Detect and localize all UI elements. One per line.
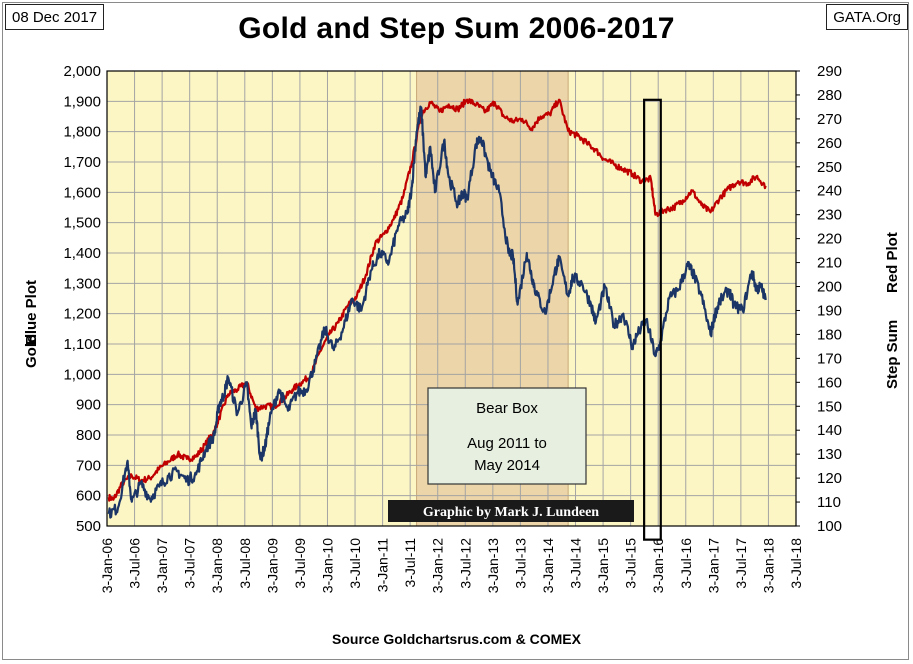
y-right-tick-label: 150: [817, 398, 842, 415]
x-tick-label: 3-Jul-18: [788, 538, 804, 589]
y-right-tick-label: 270: [817, 111, 842, 128]
highlight-box: [643, 98, 662, 541]
plot-border: [106, 70, 797, 527]
y-right-tick-label: 250: [817, 159, 842, 176]
x-tick-label: 3-Jan-13: [485, 538, 501, 593]
y-left-tick-label: 1,300: [63, 275, 101, 292]
x-tick-label: 3-Jan-14: [540, 538, 556, 593]
x-tick-label: 3-Jan-12: [430, 538, 446, 593]
y-left-tick-label: 1,100: [63, 336, 101, 353]
y-left-tick-label: 1,600: [63, 184, 101, 201]
y-right-tick-label: 170: [817, 350, 842, 367]
y-left-tick-label: 1,900: [63, 93, 101, 110]
x-tick-label: 3-Jul-11: [402, 538, 418, 588]
x-tick-label: 3-Jan-16: [650, 538, 666, 593]
y-right-tick-label: 130: [817, 446, 842, 463]
y-left-tick-label: 1,700: [63, 154, 101, 171]
x-tick-label: 3-Jan-10: [319, 538, 335, 593]
y-right-tick-label: 180: [817, 326, 842, 343]
y-right-tick-label: 260: [817, 135, 842, 152]
y-right-tick-label: 210: [817, 255, 842, 272]
y-right-tick-label: 200: [817, 279, 842, 296]
x-tick-label: 3-Jan-11: [375, 538, 391, 592]
x-tick-label: 3-Jul-10: [347, 538, 363, 589]
y-right-tick-label: 190: [817, 302, 842, 319]
y-left-tick-label: 1,000: [63, 366, 101, 383]
y-left-tick-label: 2,000: [63, 63, 101, 80]
x-tick-label: 3-Jul-08: [237, 538, 253, 589]
x-tick-label: 3-Jan-18: [760, 538, 776, 593]
x-tick-label: 3-Jul-17: [733, 538, 749, 589]
source-tag: GATA.Org: [826, 4, 908, 30]
bear-box-note: [427, 387, 587, 485]
y-left-tick-label: 500: [76, 518, 101, 535]
y-left-tick-label: 700: [76, 457, 101, 474]
bear-box-line2: May 2014: [474, 457, 540, 474]
y-right-tick-label: 140: [817, 422, 842, 439]
credit-text: Graphic by Mark J. Lundeen: [423, 505, 599, 520]
x-tick-label: 3-Jul-13: [512, 538, 528, 589]
x-tick-label: 3-Jul-15: [623, 538, 639, 589]
chart-title: Gold and Step Sum 2006-2017: [238, 12, 675, 45]
y-right-axis-label-1: Step Sum: [884, 320, 901, 389]
x-tick-label: 3-Jul-07: [182, 538, 198, 589]
y-left-tick-label: 800: [76, 427, 101, 444]
footer-source: Source Goldchartsrus.com & COMEX: [332, 631, 581, 647]
bear-box-line1: Aug 2011 to: [467, 435, 547, 452]
y-right-tick-label: 100: [817, 518, 842, 535]
credit-banner: [388, 500, 634, 522]
x-tick-label: 3-Jul-16: [678, 538, 694, 589]
y-right-tick-label: 290: [817, 63, 842, 80]
x-tick-label: 3-Jul-14: [568, 538, 584, 589]
x-tick-label: 3-Jan-06: [99, 538, 115, 593]
date-label: 08 Dec 2017: [5, 4, 105, 30]
y-left-tick-label: 600: [76, 488, 101, 505]
y-left-tick-label: 1,400: [63, 245, 101, 262]
x-tick-label: 3-Jul-12: [457, 538, 473, 589]
x-tick-label: 3-Jan-08: [209, 538, 225, 593]
x-tick-label: 3-Jul-09: [292, 538, 308, 589]
x-tick-label: 3-Jan-15: [595, 538, 611, 593]
bear-box-title: Bear Box: [476, 400, 538, 417]
y-right-tick-label: 120: [817, 470, 842, 487]
y-right-tick-label: 160: [817, 374, 842, 391]
y-right-tick-label: 110: [817, 494, 841, 511]
y-left-tick-label: 1,500: [63, 215, 101, 232]
y-left-axis-label-1: Gold: [23, 334, 40, 368]
y-left-tick-label: 900: [76, 397, 101, 414]
x-tick-label: 3-Jan-09: [264, 538, 280, 593]
y-right-tick-label: 280: [817, 87, 842, 104]
x-tick-label: 3-Jul-06: [127, 538, 143, 589]
y-left-tick-label: 1,800: [63, 124, 101, 141]
y-right-axis-label-2: Red Plot: [884, 232, 901, 293]
x-tick-label: 3-Jan-17: [705, 538, 721, 593]
x-tick-label: 3-Jan-07: [154, 538, 170, 593]
y-left-axis-label-2: Blue Plot: [23, 280, 40, 345]
y-right-tick-label: 220: [817, 231, 842, 248]
y-right-tick-label: 240: [817, 183, 842, 200]
y-left-tick-label: 1,200: [63, 306, 101, 323]
y-right-tick-label: 230: [817, 207, 842, 224]
